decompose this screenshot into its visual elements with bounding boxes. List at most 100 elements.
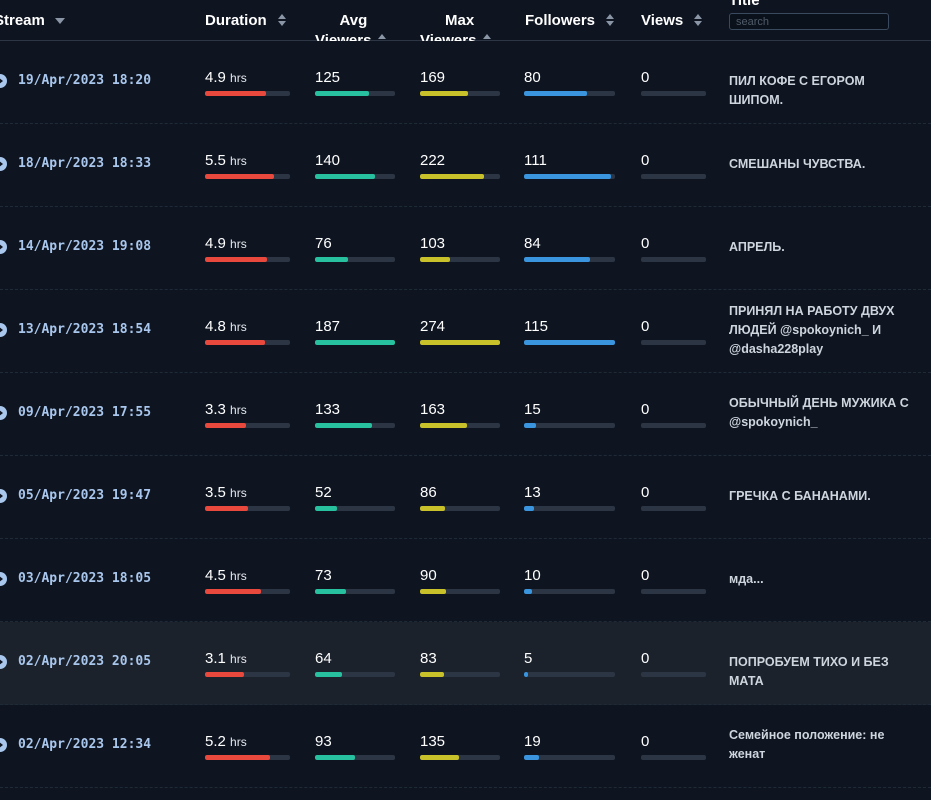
avg-bar-fill <box>315 340 395 345</box>
max-value: 135 <box>420 733 446 750</box>
max-bar <box>420 506 500 511</box>
duration-value: 3.3 hrs <box>205 401 247 418</box>
duration-value: 3.1 hrs <box>205 650 247 667</box>
play-circle-icon[interactable] <box>0 405 8 421</box>
duration-number: 4.9 <box>205 235 226 252</box>
views-bar <box>641 91 706 96</box>
table-header: Stream Duration Avg Viewers Max Viewers … <box>0 0 931 49</box>
views-value: 0 <box>641 733 650 750</box>
duration-number: 3.5 <box>205 484 226 501</box>
duration-bar-fill <box>205 506 249 511</box>
stream-date-link[interactable]: 09/Apr/2023 17:55 <box>18 405 152 420</box>
table-row[interactable]: 03/Apr/2023 18:05 4.5 hrs 73 90 10 0 мда... <box>0 539 931 622</box>
followers-bar <box>524 174 615 179</box>
table-row[interactable]: 18/Apr/2023 18:33 5.5 hrs 140 222 111 0 СМЕШАН… <box>0 124 931 207</box>
stream-date-link[interactable]: 03/Apr/2023 18:05 <box>18 571 152 586</box>
duration-bar-fill <box>205 589 262 594</box>
table-row[interactable]: 13/Apr/2023 18:54 4.8 hrs 187 274 115 0 ПРИНЯЛ… <box>0 290 931 373</box>
search-input[interactable] <box>729 13 889 30</box>
play-circle-icon[interactable] <box>0 737 8 753</box>
avg-bar-fill <box>315 423 372 428</box>
views-bar <box>641 340 706 345</box>
duration-number: 3.1 <box>205 650 226 667</box>
max-bar-fill <box>420 672 444 677</box>
views-bar <box>641 755 706 760</box>
duration-bar <box>205 423 290 428</box>
followers-value: 111 <box>524 152 547 169</box>
table-row[interactable]: 02/Apr/2023 20:05 3.1 hrs 64 83 5 0 ПОПРОБУЕМ … <box>0 622 931 705</box>
table-row[interactable]: 19/Apr/2023 18:20 4.9 hrs 125 169 80 0 ПИЛ КОФ… <box>0 41 931 124</box>
views-value: 0 <box>641 401 650 418</box>
max-bar-fill <box>420 423 468 428</box>
duration-bar-fill <box>205 174 274 179</box>
duration-bar-fill <box>205 91 267 96</box>
followers-bar-fill <box>524 589 533 594</box>
avg-bar-fill <box>315 589 347 594</box>
play-circle-icon[interactable] <box>0 239 8 255</box>
duration-bar <box>205 589 290 594</box>
max-bar-fill <box>420 589 446 594</box>
followers-bar <box>524 506 615 511</box>
table-row[interactable]: 02/Apr/2023 12:34 5.2 hrs 93 135 19 0 Семейное… <box>0 705 931 788</box>
play-circle-icon[interactable] <box>0 322 8 338</box>
followers-bar-fill <box>524 672 528 677</box>
header-duration-label: Duration <box>205 12 267 29</box>
table-row[interactable]: 05/Apr/2023 19:47 3.5 hrs 52 86 13 0 ГРЕЧКА С … <box>0 456 931 539</box>
duration-bar <box>205 755 290 760</box>
stream-date-link[interactable]: 02/Apr/2023 20:05 <box>18 654 152 669</box>
max-value: 274 <box>420 318 446 335</box>
stream-date-link[interactable]: 05/Apr/2023 19:47 <box>18 488 152 503</box>
followers-value: 19 <box>524 733 541 750</box>
stream-title: ПОПРОБУЕМ ТИХО И БЕЗ МАТА <box>729 655 889 688</box>
followers-bar-fill <box>524 423 536 428</box>
header-title[interactable]: Title <box>729 0 760 9</box>
followers-bar-fill <box>524 174 612 179</box>
stream-title: ПРИНЯЛ НА РАБОТУ ДВУХ ЛЮДЕЙ @spokoynich_… <box>729 304 895 356</box>
duration-unit: hrs <box>230 735 247 749</box>
avg-value: 125 <box>315 69 341 86</box>
stream-date-link[interactable]: 02/Apr/2023 12:34 <box>18 737 152 752</box>
header-views[interactable]: Views <box>641 11 703 31</box>
stream-date-link[interactable]: 18/Apr/2023 18:33 <box>18 156 152 171</box>
table-row[interactable]: 14/Apr/2023 19:08 4.9 hrs 76 103 84 0 АПРЕЛЬ. <box>0 207 931 290</box>
max-bar-fill <box>420 506 445 511</box>
followers-bar-fill <box>524 506 534 511</box>
followers-bar <box>524 589 615 594</box>
duration-unit: hrs <box>230 486 247 500</box>
duration-value: 4.5 hrs <box>205 567 247 584</box>
duration-bar-fill <box>205 672 245 677</box>
header-followers[interactable]: Followers <box>525 11 615 31</box>
views-bar <box>641 589 706 594</box>
header-stream[interactable]: Stream <box>0 11 66 31</box>
max-bar <box>420 423 500 428</box>
play-circle-icon[interactable] <box>0 488 8 504</box>
max-value: 103 <box>420 235 446 252</box>
play-circle-icon[interactable] <box>0 654 8 670</box>
duration-number: 4.5 <box>205 567 226 584</box>
table-row[interactable]: 09/Apr/2023 17:55 3.3 hrs 133 163 15 0 ОБЫЧНЫЙ… <box>0 373 931 456</box>
duration-unit: hrs <box>230 237 247 251</box>
avg-bar <box>315 755 395 760</box>
stream-date-link[interactable]: 14/Apr/2023 19:08 <box>18 239 152 254</box>
stream-date-link[interactable]: 13/Apr/2023 18:54 <box>18 322 152 337</box>
followers-value: 80 <box>524 69 541 86</box>
stream-date-link[interactable]: 19/Apr/2023 18:20 <box>18 73 152 88</box>
header-stream-label: Stream <box>0 12 45 29</box>
duration-bar <box>205 91 290 96</box>
max-bar <box>420 755 500 760</box>
play-circle-icon[interactable] <box>0 571 8 587</box>
max-bar-fill <box>420 174 484 179</box>
header-duration[interactable]: Duration <box>205 11 287 31</box>
max-bar <box>420 589 500 594</box>
duration-bar <box>205 340 290 345</box>
duration-number: 5.2 <box>205 733 226 750</box>
followers-bar <box>524 91 615 96</box>
max-bar-fill <box>420 257 450 262</box>
avg-bar-fill <box>315 174 375 179</box>
play-circle-icon[interactable] <box>0 73 8 89</box>
views-bar <box>641 506 706 511</box>
play-circle-icon[interactable] <box>0 156 8 172</box>
views-value: 0 <box>641 484 650 501</box>
avg-value: 76 <box>315 235 332 252</box>
duration-value: 4.8 hrs <box>205 318 247 335</box>
